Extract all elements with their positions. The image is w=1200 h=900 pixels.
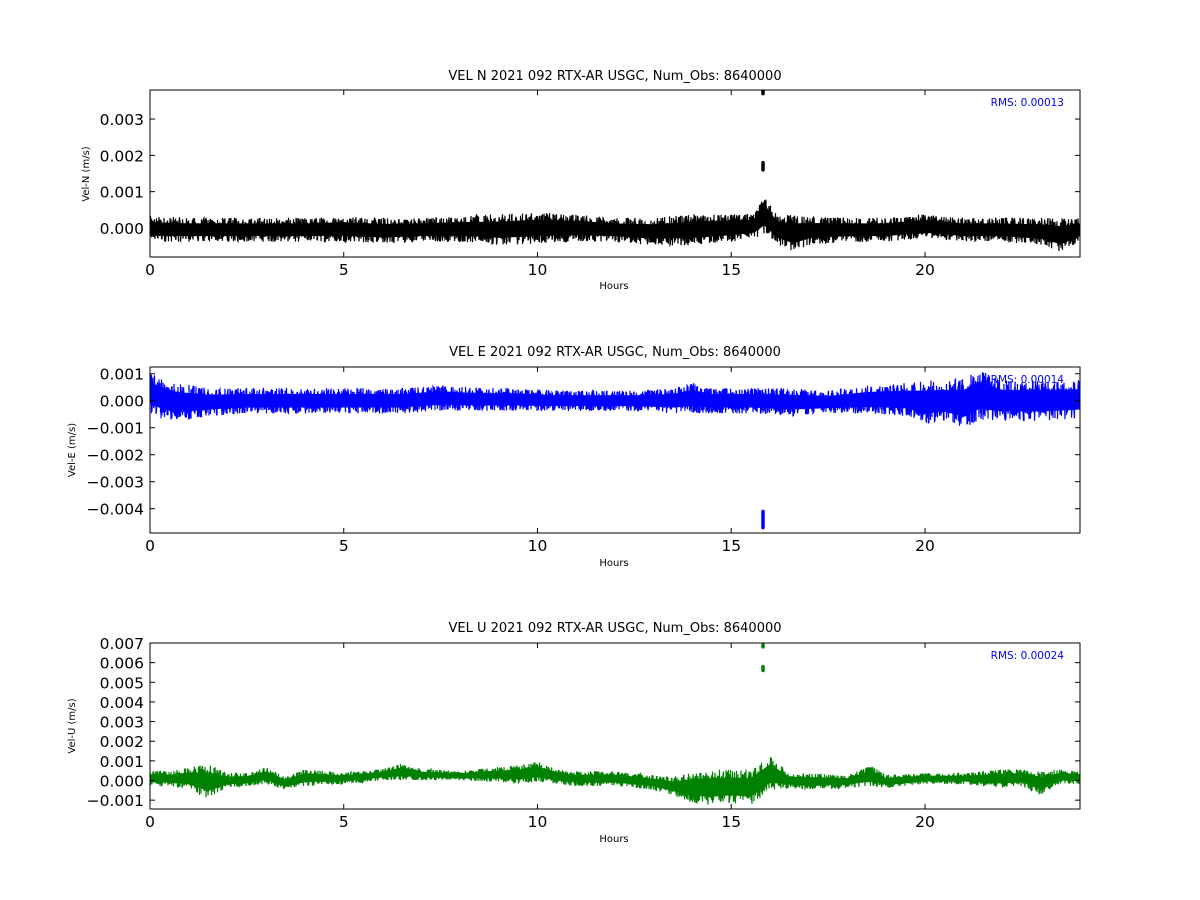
x-tick-label: 0 xyxy=(145,261,155,279)
y-tick-label: 0.002 xyxy=(100,147,144,165)
y-tick-label: −0.003 xyxy=(87,474,144,492)
y-tick-label: 0.001 xyxy=(100,753,144,771)
x-tick-label: 15 xyxy=(721,261,741,279)
rms-annotation: RMS: 0.00024 xyxy=(991,650,1065,662)
y-axis-label: Vel-U (m/s) xyxy=(67,698,78,753)
y-tick-label: −0.002 xyxy=(87,447,144,465)
panel-vel-n: VEL N 2021 092 RTX-AR USGC, Num_Obs: 864… xyxy=(81,69,1081,292)
series-band xyxy=(150,764,1080,797)
y-tick-label: 0.000 xyxy=(100,220,144,238)
x-axis-label: Hours xyxy=(599,558,628,569)
y-axis-label: Vel-N (m/s) xyxy=(81,146,92,201)
series-group xyxy=(150,372,1080,530)
series-band xyxy=(150,205,1080,245)
axes-frame xyxy=(149,642,1081,810)
x-tick-label: 20 xyxy=(915,813,935,831)
panel-title: VEL E 2021 092 RTX-AR USGC, Num_Obs: 864… xyxy=(449,345,781,360)
y-tick-label: 0.007 xyxy=(100,635,144,653)
y-tick-label: 0.001 xyxy=(100,366,144,384)
rms-annotation: RMS: 0.00013 xyxy=(991,97,1064,109)
x-tick-label: 15 xyxy=(721,813,741,831)
y-tick-label: 0.003 xyxy=(100,111,144,129)
y-tick-label: 0.001 xyxy=(100,184,144,202)
x-tick-label: 5 xyxy=(339,537,349,555)
x-axis-label: Hours xyxy=(599,834,628,845)
x-tick-label: 5 xyxy=(339,813,349,831)
panel-vel-u: VEL U 2021 092 RTX-AR USGC, Num_Obs: 864… xyxy=(67,621,1081,845)
x-tick-label: 10 xyxy=(528,813,548,831)
x-tick-label: 10 xyxy=(528,261,548,279)
x-tick-label: 5 xyxy=(339,261,349,279)
axes-frame xyxy=(149,366,1081,534)
x-tick-label: 20 xyxy=(915,537,935,555)
rms-annotation: RMS: 0.00014 xyxy=(991,374,1065,386)
plot-area: 0 5 10 15 20 0.000 0.001 0.002 0.003 xyxy=(100,89,1081,279)
series-group xyxy=(150,90,1080,252)
y-tick-label: 0.005 xyxy=(100,674,144,692)
x-tick-label: 20 xyxy=(915,261,935,279)
x-tick-label: 0 xyxy=(145,813,155,831)
x-tick-label: 10 xyxy=(528,537,548,555)
y-tick-label: −0.001 xyxy=(87,792,144,810)
y-tick-label: 0.000 xyxy=(100,393,144,411)
y-tick-label: −0.004 xyxy=(87,501,144,519)
panel-vel-e: VEL E 2021 092 RTX-AR USGC, Num_Obs: 864… xyxy=(67,345,1081,569)
panel-title: VEL U 2021 092 RTX-AR USGC, Num_Obs: 864… xyxy=(448,621,781,636)
y-tick-label: 0.006 xyxy=(100,655,144,673)
series-band xyxy=(150,381,1080,417)
y-tick-label: 0.002 xyxy=(100,733,144,751)
panel-title: VEL N 2021 092 RTX-AR USGC, Num_Obs: 864… xyxy=(448,69,781,84)
y-tick-label: 0.000 xyxy=(100,773,144,791)
plot-area: 0 5 10 15 20 0.001 0.000 −0.001 −0.002 −0.003 −0.0… xyxy=(87,366,1081,555)
series-group xyxy=(150,643,1080,805)
y-tick-label: 0.003 xyxy=(100,714,144,732)
y-tick-label: 0.004 xyxy=(100,694,144,712)
x-tick-label: 15 xyxy=(721,537,741,555)
x-axis-label: Hours xyxy=(599,281,628,292)
x-tick-label: 0 xyxy=(145,537,155,555)
y-axis-label: Vel-E (m/s) xyxy=(67,423,78,477)
axes-frame xyxy=(149,89,1081,258)
y-tick-label: −0.001 xyxy=(87,420,144,438)
